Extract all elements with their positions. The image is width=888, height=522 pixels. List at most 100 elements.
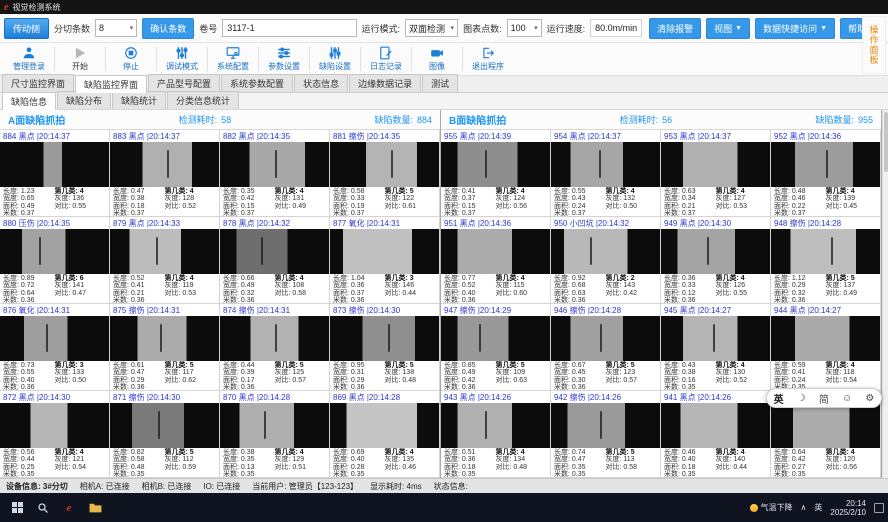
subtab-缺陷分布[interactable]: 缺陷分布 — [57, 91, 112, 109]
tab-缺陷监控界面[interactable]: 缺陷监控界面 — [75, 75, 148, 93]
subtab-分类信息统计[interactable]: 分类信息统计 — [167, 91, 240, 109]
defect-image[interactable] — [441, 403, 550, 448]
defect-image[interactable] — [771, 403, 880, 448]
run-mode-select[interactable]: 双面检测 ▾ — [405, 19, 459, 37]
action-play-button[interactable]: 开始 — [57, 46, 103, 72]
defect-cell[interactable]: 941 黑点 |20:14:26 长度: 0.46 宽度: 0.40 面积: 0… — [661, 391, 771, 478]
defect-cell[interactable]: 954 黑点 |20:14:37 长度: 0.55 宽度: 0.43 面积: 0… — [551, 130, 661, 217]
defect-cell[interactable]: 952 黑点 |20:14:36 长度: 0.48 宽度: 0.46 面积: 0… — [771, 130, 881, 217]
defect-image[interactable] — [661, 229, 770, 274]
action-stop-button[interactable]: 停止 — [108, 46, 154, 72]
defect-cell[interactable]: 946 擦伤 |20:14:28 长度: 0.67 宽度: 0.45 面积: 0… — [551, 304, 661, 391]
defect-image[interactable] — [330, 403, 439, 448]
operate-panel-button[interactable]: 操作面板 — [862, 16, 886, 74]
defect-image[interactable] — [441, 316, 550, 361]
menu-button[interactable]: 数据快捷访问 ▼ — [755, 17, 836, 39]
tray-expand-chevron[interactable]: ∧ — [800, 503, 807, 512]
ime-lang-toggle[interactable]: 英 — [773, 394, 784, 406]
defect-cell[interactable]: 945 黑点 |20:14:27 长度: 0.43 宽度: 0.38 面积: 0… — [661, 304, 771, 391]
defect-image[interactable] — [220, 229, 329, 274]
defect-cell[interactable]: 883 黑点 |20:14:37 长度: 0.47 宽度: 0.38 面积: 0… — [110, 130, 220, 217]
start-button[interactable] — [4, 493, 30, 522]
defect-image[interactable] — [0, 316, 109, 361]
defect-cell[interactable]: 874 擦伤 |20:14:31 长度: 0.44 宽度: 0.39 面积: 0… — [220, 304, 330, 391]
defect-image[interactable] — [0, 403, 109, 448]
ime-moon-icon[interactable]: ☽ — [796, 392, 806, 404]
ime-emoji-icon[interactable]: ☺ — [842, 392, 853, 404]
defect-image[interactable] — [771, 229, 880, 274]
defect-image[interactable] — [551, 403, 660, 448]
defect-image[interactable] — [0, 142, 109, 187]
subtab-缺陷信息[interactable]: 缺陷信息 — [2, 92, 57, 110]
slit-count-select[interactable]: 8 ▾ — [95, 19, 138, 37]
scrollbar-thumb[interactable] — [884, 112, 888, 172]
chart-points-select[interactable]: 100 ▾ — [506, 19, 542, 37]
defect-cell[interactable]: 947 擦伤 |20:14:29 长度: 0.85 宽度: 0.49 面积: 0… — [441, 304, 551, 391]
defect-cell[interactable]: 948 擦伤 |20:14:28 长度: 1.12 宽度: 0.29 面积: 0… — [771, 217, 881, 304]
defect-cell[interactable]: 942 擦伤 |20:14:26 长度: 0.74 宽度: 0.47 面积: 0… — [551, 391, 661, 478]
tab-系统参数配置[interactable]: 系统参数配置 — [221, 74, 294, 92]
taskbar-clock[interactable]: 20:14 2025/2/10 — [830, 499, 866, 517]
menu-button[interactable]: 视图 ▼ — [706, 17, 751, 39]
defect-image[interactable] — [220, 316, 329, 361]
defect-image[interactable] — [661, 316, 770, 361]
defect-cell[interactable]: 943 黑点 |20:14:26 长度: 0.51 宽度: 0.36 面积: 0… — [441, 391, 551, 478]
defect-cell[interactable]: 870 黑点 |20:14:28 长度: 0.38 宽度: 0.35 面积: 0… — [220, 391, 330, 478]
tab-边缘数据记录[interactable]: 边缘数据记录 — [349, 74, 422, 92]
defect-cell[interactable]: 878 黑点 |20:14:32 长度: 0.66 宽度: 0.49 面积: 0… — [220, 217, 330, 304]
defect-image[interactable] — [551, 142, 660, 187]
defect-cell[interactable]: 882 黑点 |20:14:35 长度: 0.35 宽度: 0.42 面积: 0… — [220, 130, 330, 217]
defect-image[interactable] — [771, 142, 880, 187]
defect-cell[interactable]: 955 黑点 |20:14:39 长度: 0.41 宽度: 0.37 面积: 0… — [441, 130, 551, 217]
defect-cell[interactable]: 875 擦伤 |20:14:31 长度: 0.61 宽度: 0.47 面积: 0… — [110, 304, 220, 391]
vertical-scrollbar[interactable] — [882, 110, 888, 478]
action-sliders-v-button[interactable]: 缺陷设置 — [312, 46, 358, 72]
defect-image[interactable] — [771, 316, 880, 361]
defect-cell[interactable]: 879 黑点 |20:14:33 长度: 0.52 宽度: 0.41 面积: 0… — [110, 217, 220, 304]
defect-cell[interactable]: 877 氧化 |20:14:31 长度: 1.04 宽度: 0.36 面积: 0… — [330, 217, 440, 304]
defect-image[interactable] — [220, 403, 329, 448]
ime-simplified-toggle[interactable]: 简 — [818, 394, 829, 406]
action-sliders-h-button[interactable]: 参数设置 — [261, 46, 307, 72]
defect-cell[interactable]: 869 黑点 |20:14:28 长度: 0.69 宽度: 0.40 面积: 0… — [330, 391, 440, 478]
defect-image[interactable] — [110, 316, 219, 361]
defect-cell[interactable]: 876 氧化 |20:14:31 长度: 0.73 宽度: 0.55 面积: 0… — [0, 304, 110, 391]
defect-image[interactable] — [110, 229, 219, 274]
defect-image[interactable] — [330, 229, 439, 274]
clear-alarm-button[interactable]: 清除报警 — [649, 17, 702, 39]
drive-side-button[interactable]: 传动侧 — [4, 17, 50, 39]
defect-image[interactable] — [110, 142, 219, 187]
action-exit-button[interactable]: 退出程序 — [465, 46, 511, 72]
action-camera-button[interactable]: 图像 — [414, 46, 460, 72]
defect-image[interactable] — [661, 142, 770, 187]
defect-cell[interactable]: 872 黑点 |20:14:30 长度: 0.56 宽度: 0.44 面积: 0… — [0, 391, 110, 478]
taskbar-app-icon[interactable]: e — [66, 501, 72, 514]
tab-状态信息[interactable]: 状态信息 — [294, 74, 349, 92]
action-user-button[interactable]: 管理登录 — [6, 46, 52, 72]
tab-产品型号配置[interactable]: 产品型号配置 — [148, 74, 221, 92]
defect-cell[interactable]: 871 擦伤 |20:14:30 长度: 0.82 宽度: 0.58 面积: 0… — [110, 391, 220, 478]
defect-cell[interactable]: 953 黑点 |20:14:37 长度: 0.63 宽度: 0.34 面积: 0… — [661, 130, 771, 217]
coil-number-input[interactable]: 3117-1 — [222, 19, 357, 37]
taskbar-search-icon[interactable] — [30, 493, 56, 522]
defect-cell[interactable]: 884 黑点 |20:14:37 长度: 1.23 宽度: 0.65 面积: 0… — [0, 130, 110, 217]
defect-image[interactable] — [330, 142, 439, 187]
defect-image[interactable] — [0, 229, 109, 274]
defect-image[interactable] — [441, 142, 550, 187]
defect-cell[interactable]: 873 擦伤 |20:14:30 长度: 0.95 宽度: 0.31 面积: 0… — [330, 304, 440, 391]
defect-image[interactable] — [110, 403, 219, 448]
action-center-icon[interactable] — [874, 502, 884, 513]
defect-cell[interactable]: 950 小凹坑 |20:14:32 长度: 0.92 宽度: 0.68 面积: … — [551, 217, 661, 304]
taskbar-folder-icon[interactable] — [82, 493, 108, 522]
subtab-缺陷统计[interactable]: 缺陷统计 — [112, 91, 167, 109]
ime-settings-icon[interactable]: ⚙ — [865, 392, 875, 404]
defect-image[interactable] — [661, 403, 770, 448]
weather-widget[interactable]: 气温下降 — [749, 502, 793, 513]
defect-cell[interactable]: 949 黑点 |20:14:30 长度: 0.36 宽度: 0.33 面积: 0… — [661, 217, 771, 304]
defect-image[interactable] — [330, 316, 439, 361]
defect-image[interactable] — [441, 229, 550, 274]
action-tune-button[interactable]: 调试模式 — [159, 46, 205, 72]
defect-cell[interactable]: 951 黑点 |20:14:36 长度: 0.77 宽度: 0.52 面积: 0… — [441, 217, 551, 304]
defect-image[interactable] — [551, 316, 660, 361]
tab-尺寸监控界面[interactable]: 尺寸监控界面 — [2, 74, 75, 92]
